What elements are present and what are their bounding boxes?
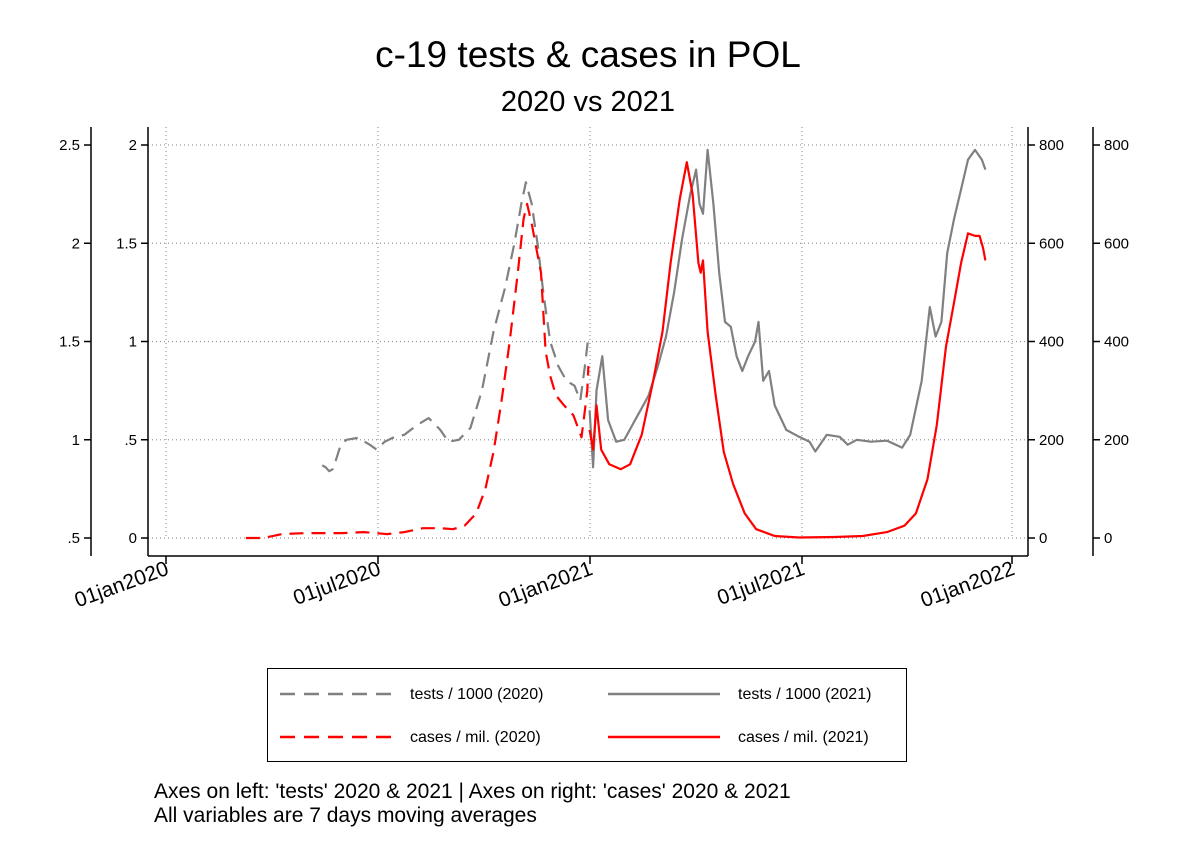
- x-tick-label: 01jan2020: [72, 557, 172, 612]
- y-tick-label: 800: [1039, 137, 1064, 154]
- axes: 2.521.51.521.51.508006004002000800600400…: [59, 127, 1129, 612]
- x-tick-label: 01jul2020: [290, 557, 383, 610]
- y-tick-label: 2: [129, 137, 137, 154]
- moving-average-note: All variables are 7 days moving averages: [154, 804, 537, 827]
- y-tick-label: 2.5: [59, 137, 80, 154]
- y-tick-label: 1.5: [59, 334, 80, 351]
- y-tick-label: 200: [1104, 432, 1129, 449]
- chart-title: c-19 tests & cases in POL: [375, 34, 801, 75]
- y-tick-label: 0: [1104, 530, 1112, 547]
- y-tick-label: 400: [1039, 334, 1064, 351]
- y-tick-label: 0: [1039, 530, 1047, 547]
- y-tick-label: 1.5: [116, 235, 137, 252]
- legend-item-tests-2020: tests / 1000 (2020): [280, 685, 580, 705]
- y-tick-label: .5: [67, 530, 80, 547]
- x-tick-label: 01jan2022: [918, 557, 1018, 612]
- legend: tests / 1000 (2020) tests / 1000 (2021) …: [267, 668, 907, 762]
- chart-subtitle: 2020 vs 2021: [500, 86, 676, 118]
- y-tick-label: 2: [72, 235, 80, 252]
- y-tick-label: 600: [1104, 235, 1129, 252]
- series-tests-2020: [321, 181, 590, 473]
- legend-label: tests / 1000 (2021): [738, 686, 872, 703]
- y-tick-label: 800: [1104, 137, 1129, 154]
- series-tests-2021: [588, 148, 987, 469]
- legend-label: tests / 1000 (2020): [410, 686, 544, 703]
- legend-item-cases-2021: cases / mil. (2021): [608, 728, 908, 748]
- y-tick-label: 400: [1104, 334, 1129, 351]
- legend-label: cases / mil. (2021): [738, 729, 869, 746]
- series-lines: [245, 148, 987, 540]
- x-tick-label: 01jan2021: [496, 557, 596, 612]
- series-cases-2020: [245, 202, 590, 540]
- grid-lines: [148, 127, 1028, 539]
- legend-item-cases-2020: cases / mil. (2020): [280, 728, 580, 748]
- legend-item-tests-2021: tests / 1000 (2021): [608, 685, 908, 705]
- legend-label: cases / mil. (2020): [410, 729, 541, 746]
- y-tick-label: 1: [129, 334, 137, 351]
- y-tick-label: 600: [1039, 235, 1064, 252]
- y-tick-label: 200: [1039, 432, 1064, 449]
- y-tick-label: 1: [72, 432, 80, 449]
- y-tick-label: 0: [129, 530, 137, 547]
- axes-note: Axes on left: 'tests' 2020 & 2021 | Axes…: [154, 780, 791, 803]
- series-cases-2021: [588, 161, 987, 539]
- x-tick-label: 01jul2021: [714, 557, 807, 610]
- y-tick-label: .5: [124, 432, 137, 449]
